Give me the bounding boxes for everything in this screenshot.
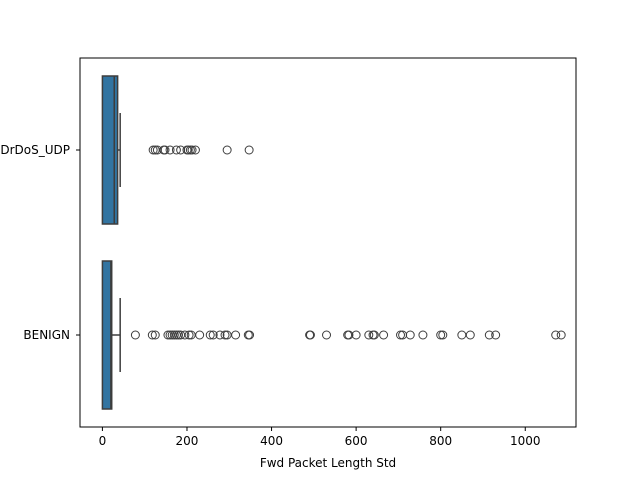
- plot-frame: [79, 57, 577, 428]
- outlier-point: [222, 145, 232, 155]
- outlier-point: [379, 330, 389, 340]
- y-axis-ticks: DrDoS_UDP BENIGN: [0, 143, 80, 342]
- outlier-point: [364, 330, 374, 340]
- outlier-point: [231, 330, 241, 340]
- outlier-point: [369, 330, 379, 340]
- outlier-point: [556, 330, 566, 340]
- x-tick-label: 0: [99, 434, 107, 448]
- outlier-point: [491, 330, 501, 340]
- plot-area: [80, 58, 576, 427]
- x-axis-label: Fwd Packet Length Std: [260, 456, 396, 470]
- box-group-0: [101, 75, 254, 225]
- outlier-point: [130, 330, 140, 340]
- chart-marks: [101, 75, 566, 410]
- outlier-point: [438, 330, 448, 340]
- outlier-point: [171, 145, 181, 155]
- outlier-point: [322, 330, 332, 340]
- box: [101, 75, 119, 225]
- x-tick-label: 200: [176, 434, 199, 448]
- outlier-point: [245, 330, 255, 340]
- outlier-point: [165, 145, 175, 155]
- outlier-point: [169, 330, 179, 340]
- outlier-point: [465, 330, 475, 340]
- x-tick-label: 400: [260, 434, 283, 448]
- outlier-point: [190, 145, 200, 155]
- outlier-point: [148, 145, 158, 155]
- outlier-point: [180, 330, 190, 340]
- outlier-point: [147, 330, 157, 340]
- y-tick-label: DrDoS_UDP: [0, 143, 70, 157]
- x-tick-label: 600: [345, 434, 368, 448]
- outlier-point: [160, 145, 170, 155]
- outlier-point: [351, 330, 361, 340]
- outlier-point: [195, 330, 205, 340]
- outlier-point: [396, 330, 406, 340]
- box-group-1: [101, 260, 566, 410]
- outlier-point: [184, 330, 194, 340]
- y-tick-label: BENIGN: [23, 328, 70, 342]
- x-tick-label: 1000: [510, 434, 541, 448]
- outlier-point: [244, 145, 254, 155]
- outlier-point: [187, 145, 197, 155]
- outlier-point: [484, 330, 494, 340]
- outlier-point: [405, 330, 415, 340]
- outlier-point: [183, 145, 193, 155]
- outlier-point: [215, 330, 225, 340]
- outlier-point: [344, 330, 354, 340]
- outlier-point: [305, 330, 315, 340]
- outlier-point: [205, 330, 215, 340]
- x-tick-label: 800: [429, 434, 452, 448]
- outlier-point: [220, 330, 230, 340]
- x-axis-ticks: 0 200 400 600 800 1000: [99, 427, 541, 448]
- outlier-point: [174, 330, 184, 340]
- outlier-point: [418, 330, 428, 340]
- outlier-point: [150, 330, 160, 340]
- outlier-point: [436, 330, 446, 340]
- box: [101, 260, 113, 410]
- outlier-point: [551, 330, 561, 340]
- outlier-point: [208, 330, 218, 340]
